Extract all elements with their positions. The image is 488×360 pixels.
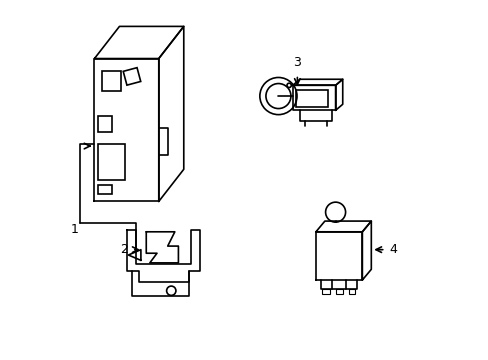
Bar [123, 68, 141, 85]
Bar [102, 71, 121, 91]
Bar [335, 289, 343, 294]
Text: 3: 3 [293, 56, 301, 69]
Bar [296, 90, 328, 107]
Text: 2: 2 [120, 243, 128, 256]
Bar [322, 289, 329, 294]
Bar [98, 144, 124, 180]
Bar [98, 116, 112, 132]
Bar [348, 289, 354, 294]
Text: 4: 4 [388, 243, 396, 256]
Text: 1: 1 [71, 223, 79, 236]
Bar [98, 185, 112, 194]
